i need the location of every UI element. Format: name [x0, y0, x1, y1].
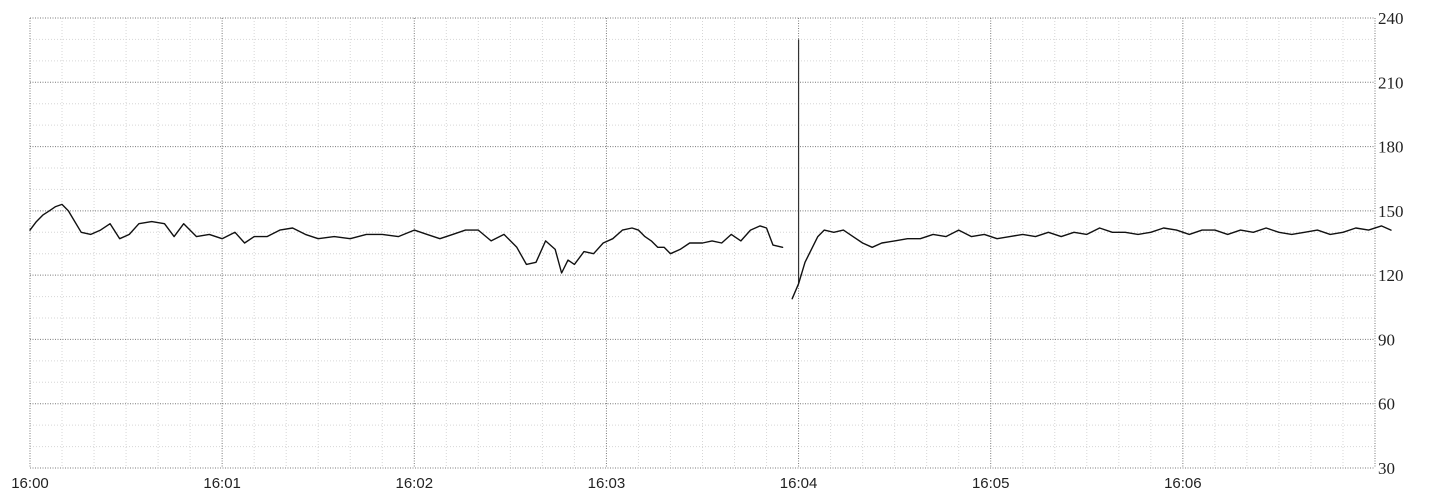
y-tick-label: 180: [1378, 138, 1404, 157]
x-tick-label: 16:06: [1164, 475, 1202, 492]
y-tick-label: 240: [1378, 9, 1404, 28]
y-tick-label: 210: [1378, 73, 1404, 92]
y-tick-label: 30: [1378, 459, 1395, 478]
minor-grid: [30, 18, 1375, 468]
x-tick-label: 16:01: [203, 475, 241, 492]
x-tick-labels: 16:00 16:01 16:02 16:03 16:04 16:05 16:06: [11, 475, 1201, 492]
y-tick-label: 120: [1378, 266, 1404, 285]
x-tick-label: 16:03: [588, 475, 626, 492]
x-tick-label: 16:00: [11, 475, 49, 492]
series-layer: [29, 203, 1392, 300]
x-tick-label: 16:02: [396, 475, 434, 492]
x-tick-label: 16:05: [972, 475, 1010, 492]
series-line-segment: [29, 203, 784, 274]
series-line-segment: [791, 225, 1392, 300]
y-tick-label: 60: [1378, 395, 1395, 414]
major-grid: [29, 17, 1376, 469]
y-tick-labels: 30 60 90 120 150 180 210 240: [1378, 9, 1404, 478]
x-tick-label: 16:04: [780, 475, 818, 492]
y-tick-label: 150: [1378, 202, 1404, 221]
y-tick-label: 90: [1378, 330, 1395, 349]
